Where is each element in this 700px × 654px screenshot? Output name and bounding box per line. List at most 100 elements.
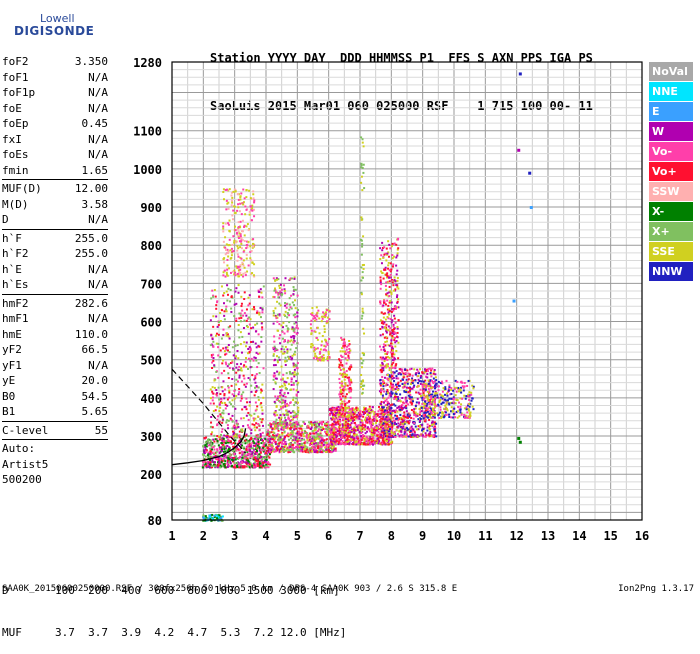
echo-dot: [356, 407, 358, 409]
echo-dot: [222, 230, 224, 232]
echo-dot: [344, 376, 346, 378]
echo-dot: [367, 441, 369, 443]
echo-dot: [229, 351, 231, 353]
echo-dot: [213, 441, 215, 443]
echo-dot: [397, 389, 399, 391]
echo-dot: [238, 377, 240, 379]
echo-dot: [228, 390, 230, 392]
echo-dot: [326, 438, 328, 440]
echo-dot: [275, 348, 277, 350]
echo-dot: [312, 430, 314, 432]
echo-dot: [303, 435, 305, 437]
echo-dot: [255, 439, 257, 441]
echo-dot: [409, 414, 411, 416]
echo-dot: [321, 442, 323, 444]
echo-dot: [228, 413, 230, 415]
echo-dot: [364, 412, 366, 414]
echo-dot: [468, 399, 470, 401]
echo-dot: [205, 463, 207, 465]
echo-dot: [230, 440, 232, 442]
echo-dot: [286, 307, 288, 309]
echo-dot: [243, 341, 245, 343]
echo-dot: [249, 360, 251, 362]
echo-dot: [289, 340, 291, 342]
echo-dot: [293, 337, 295, 339]
echo-dot: [274, 287, 276, 289]
echo-dot: [212, 360, 214, 362]
echo-dot: [325, 448, 327, 450]
echo-dot: [333, 414, 335, 416]
echo-dot: [282, 406, 284, 408]
echo-dot: [283, 352, 285, 354]
echo-dot: [288, 443, 290, 445]
echo-dot: [265, 452, 267, 454]
echo-dot: [238, 393, 240, 395]
echo-dot: [218, 387, 220, 389]
echo-dot: [382, 385, 384, 387]
echo-dot: [369, 406, 371, 408]
echo-dot: [234, 462, 236, 464]
echo-dot: [432, 421, 434, 423]
echo-dot: [267, 433, 269, 435]
echo-dot: [344, 431, 346, 433]
echo-dot: [217, 440, 219, 442]
echo-dot: [247, 241, 249, 243]
echo-dot: [395, 418, 397, 420]
echo-dot: [249, 463, 251, 465]
echo-dot: [376, 420, 378, 422]
echo-dot: [265, 444, 267, 446]
echo-dot: [258, 296, 260, 298]
echo-dot: [286, 325, 288, 327]
echo-dot: [429, 368, 431, 370]
echo-dot: [339, 373, 341, 375]
echo-dot: [310, 320, 312, 322]
echo-dot: [300, 446, 302, 448]
echo-dot: [260, 392, 262, 394]
echo-dot: [357, 418, 359, 420]
echo-dot: [383, 430, 385, 432]
echo-dot: [263, 367, 265, 369]
echo-dot: [296, 432, 298, 434]
echo-dot: [238, 463, 240, 465]
echo-dot: [423, 398, 425, 400]
echo-dot: [260, 402, 262, 404]
echo-dot: [279, 396, 281, 398]
echo-dot: [395, 393, 397, 395]
echo-dot: [372, 419, 374, 421]
echo-dot: [301, 439, 303, 441]
echo-dot: [336, 433, 338, 435]
echo-dot: [239, 240, 241, 242]
echo-dot: [237, 426, 239, 428]
echo-dot: [244, 406, 246, 408]
echo-dot: [216, 458, 218, 460]
echo-dot: [223, 370, 225, 372]
echo-dot: [293, 366, 295, 368]
echo-dot: [211, 367, 213, 369]
echo-dot: [329, 447, 331, 449]
echo-dot: [365, 438, 367, 440]
echo-dot: [223, 198, 225, 200]
echo-dot: [215, 438, 217, 440]
echo-dot: [361, 439, 363, 441]
echo-dot: [428, 388, 430, 390]
echo-dot: [346, 435, 348, 437]
echo-dot: [329, 414, 331, 416]
echo-dot: [212, 354, 214, 356]
echo-dot: [424, 372, 426, 374]
echo-dot: [423, 392, 425, 394]
echo-dot: [288, 410, 290, 412]
echo-dot: [282, 439, 284, 441]
echo-dot: [232, 218, 234, 220]
echo-dot: [225, 421, 227, 423]
echo-dot: [297, 391, 299, 393]
echo-dot: [328, 451, 330, 453]
echo-dot: [285, 311, 287, 313]
echo-dot: [369, 415, 371, 417]
echo-dot: [245, 345, 247, 347]
echo-dot: [380, 382, 382, 384]
echo-dot: [409, 368, 411, 370]
echo-dot: [432, 436, 434, 438]
echo-dot: [232, 421, 234, 423]
echo-dot: [464, 382, 466, 384]
echo-dot: [249, 211, 251, 213]
